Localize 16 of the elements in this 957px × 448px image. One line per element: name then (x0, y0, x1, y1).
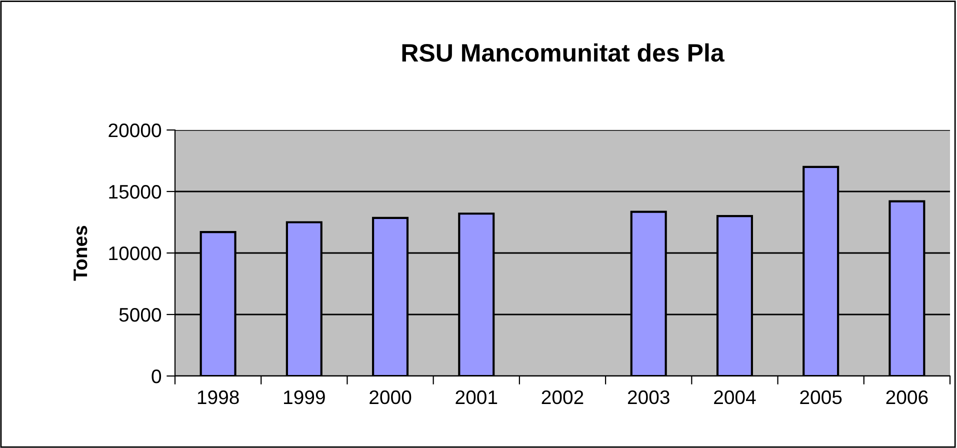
y-axis-title: Tones (74, 226, 88, 281)
x-tick-label: 2002 (542, 390, 584, 404)
x-tick-label: 1998 (198, 390, 239, 404)
x-tick-label: 1999 (284, 390, 325, 404)
x-tick-label: 2001 (456, 390, 498, 404)
x-tick-label: 2003 (628, 390, 670, 404)
y-tick-label: 15000 (109, 184, 162, 199)
x-tick-label: 2000 (370, 390, 412, 404)
x-tick-label: 2005 (800, 390, 842, 404)
y-tick-label: 20000 (108, 123, 162, 138)
x-tick-label: 2006 (886, 390, 928, 404)
y-tick-label: 0 (152, 369, 162, 384)
y-tick-label: 5000 (119, 308, 162, 322)
x-tick-label: 2004 (714, 390, 756, 404)
chart-title: RSU Mancomunitat des Pla (402, 43, 724, 62)
y-tick-label: 10000 (109, 246, 162, 260)
